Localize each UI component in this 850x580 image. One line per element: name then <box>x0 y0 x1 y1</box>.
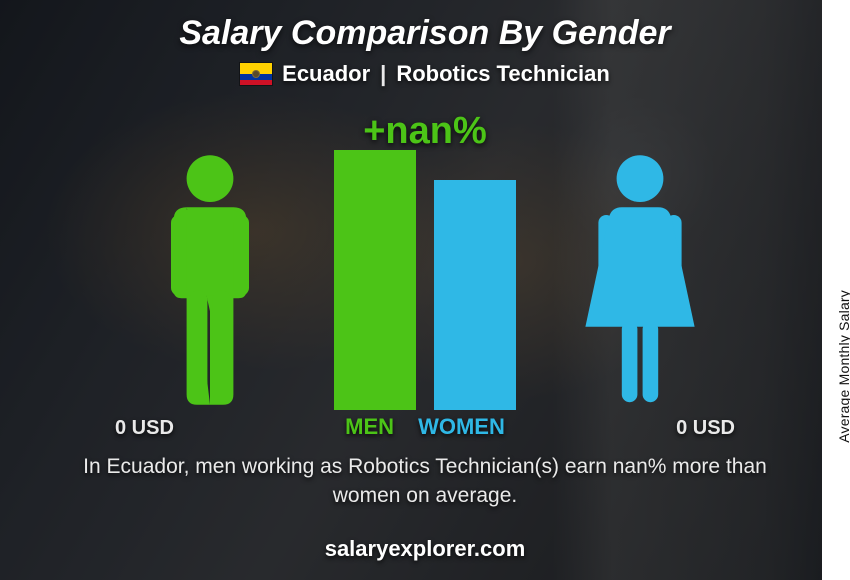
women-label: WOMEN <box>418 414 505 440</box>
female-figure-icon <box>575 150 705 410</box>
ecuador-flag-icon <box>240 63 272 85</box>
gender-salary-chart: 0 USD 0 USD MEN WOMEN <box>125 150 725 440</box>
percent-difference: +nan% <box>363 110 487 153</box>
page-title: Salary Comparison By Gender <box>0 0 850 53</box>
men-label: MEN <box>345 414 394 440</box>
infographic-content: Salary Comparison By Gender Ecuador | Ro… <box>0 0 850 580</box>
description-text: In Ecuador, men working as Robotics Tech… <box>65 453 785 510</box>
bar-group <box>334 150 516 410</box>
job-title: Robotics Technician <box>396 61 610 87</box>
bar-labels: MEN WOMEN <box>125 414 725 440</box>
male-figure-icon <box>145 150 275 410</box>
separator: | <box>380 61 386 87</box>
women-bar <box>434 180 516 410</box>
source-footer: salaryexplorer.com <box>0 536 850 562</box>
men-bar <box>334 150 416 410</box>
country-name: Ecuador <box>282 61 370 87</box>
subtitle-row: Ecuador | Robotics Technician <box>0 61 850 87</box>
